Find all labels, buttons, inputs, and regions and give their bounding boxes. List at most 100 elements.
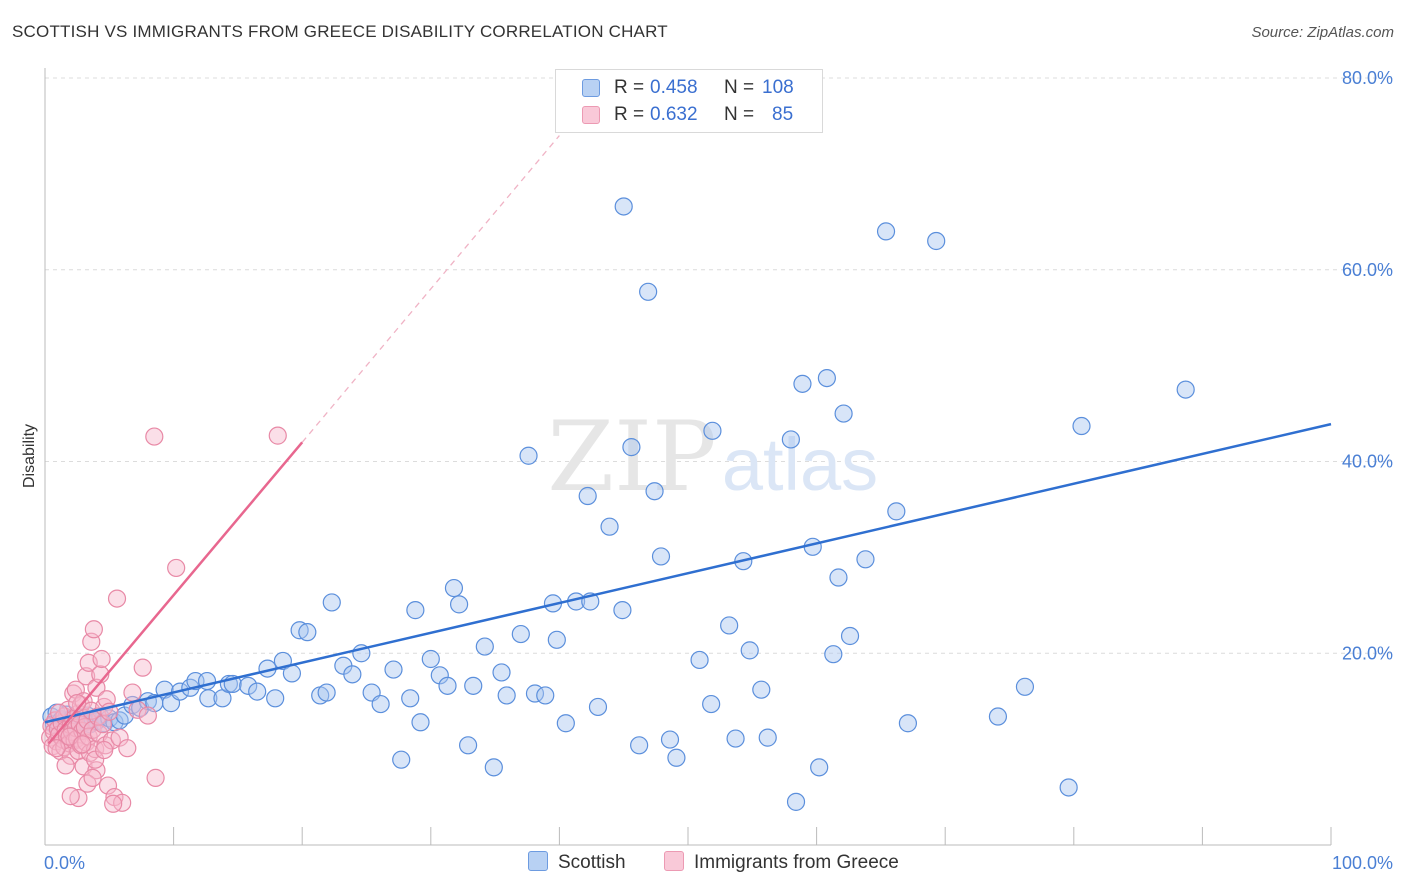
chart-source: Source: ZipAtlas.com: [1251, 24, 1394, 41]
scottish-point: [556, 714, 575, 733]
scottish-point: [726, 729, 745, 748]
scottish-point: [829, 568, 848, 587]
greece-point: [95, 740, 114, 760]
series-name: Scottish: [558, 852, 626, 873]
greece-trend-extension: [301, 135, 560, 443]
greece-point: [133, 658, 152, 677]
tick-labels: 20.0% 40.0% 60.0% 80.0% 0.0% 100.0%: [44, 68, 1393, 873]
scottish-point: [690, 650, 709, 670]
scottish-point: [511, 624, 530, 644]
greece-point: [77, 667, 96, 686]
scottish-point: [1059, 778, 1078, 797]
scottish-point: [298, 623, 317, 642]
watermark-atlas: atlas: [722, 423, 878, 506]
y-tick-label: 80.0%: [1342, 68, 1393, 88]
axes: [44, 68, 1332, 846]
legend-r-label: R =: [614, 104, 645, 125]
scottish-point: [371, 694, 390, 714]
scottish-point: [519, 446, 538, 465]
scottish-point: [547, 630, 566, 649]
scottish-point: [406, 601, 425, 620]
greece-point: [56, 756, 75, 775]
scottish-point: [484, 758, 503, 777]
scottish-point: [651, 547, 671, 566]
greece-trend-line: [47, 441, 304, 745]
scottish-point: [781, 430, 800, 449]
series-legend-scottish: Scottish: [528, 851, 626, 874]
greece-point: [145, 427, 164, 446]
greece-point: [73, 735, 92, 754]
scottish-point: [645, 482, 664, 501]
scottish-point: [392, 750, 411, 769]
scottish-point: [740, 641, 759, 660]
scottish-point: [449, 595, 469, 614]
series-name: Immigrants from Greece: [694, 852, 899, 873]
watermark-zip: ZIP: [547, 401, 716, 513]
scottish-point: [810, 758, 829, 777]
scottish-point: [752, 680, 771, 699]
scottish-point: [793, 374, 812, 393]
scottish-point: [630, 736, 649, 755]
legend-n-label: N =: [724, 104, 755, 125]
scottish-point: [239, 676, 258, 695]
legend-row-scottish: R = 0.458 N = 108: [556, 75, 822, 101]
greece-point: [78, 774, 97, 793]
y-tick-label: 40.0%: [1342, 452, 1393, 472]
x-tick-label: 100.0%: [1332, 853, 1393, 873]
greece-point: [107, 589, 127, 608]
scottish-point: [464, 676, 483, 695]
legend-swatch-blue: [582, 79, 600, 97]
scottish-point: [317, 683, 336, 702]
scottish-point: [876, 222, 896, 241]
scottish-point: [786, 792, 806, 811]
scottish-point: [578, 486, 597, 506]
scottish-point: [667, 748, 686, 767]
greece-point: [98, 776, 118, 795]
scottish-point: [266, 689, 285, 708]
scottish-point: [988, 707, 1008, 726]
scottish-point: [887, 502, 906, 521]
scottish-point: [834, 404, 853, 423]
scottish-point: [614, 197, 633, 216]
scottish-point: [927, 231, 946, 251]
scottish-point: [421, 649, 440, 669]
scottish-point: [343, 665, 362, 684]
scottish-point: [622, 438, 641, 457]
scottish-point: [720, 616, 739, 635]
greece-point: [104, 794, 123, 813]
greece-point: [167, 558, 186, 578]
scottish-point: [322, 593, 341, 612]
scottish-point: [613, 601, 632, 620]
scottish-point: [840, 626, 860, 646]
scottish-point: [898, 714, 918, 733]
greece-point: [138, 706, 157, 725]
legend-swatch-pink: [582, 106, 600, 124]
greece-point: [83, 768, 102, 787]
scottish-point: [248, 682, 267, 701]
scottish-point: [475, 637, 494, 656]
legend-n-label: N =: [724, 77, 755, 98]
trend-lines: [44, 135, 1332, 745]
series-legend-greece: Immigrants from Greece: [664, 851, 899, 874]
scottish-point: [600, 517, 619, 536]
y-axis-label: Disability: [21, 424, 38, 488]
scottish-point: [703, 421, 722, 440]
chart-title: SCOTTISH VS IMMIGRANTS FROM GREECE DISAB…: [12, 22, 668, 41]
legend-n-value: 85: [772, 104, 794, 125]
scottish-point: [492, 663, 511, 682]
series-swatch-blue: [528, 851, 548, 871]
scottish-point: [639, 282, 658, 301]
scottish-point: [438, 676, 457, 695]
scottish-point: [660, 730, 680, 749]
y-tick-label: 60.0%: [1342, 260, 1393, 280]
greece-point: [92, 649, 111, 669]
greece-point: [123, 683, 142, 702]
correlation-legend: R = 0.458 N = 108 R = 0.632 N = 85: [555, 69, 823, 133]
scottish-point: [1072, 416, 1091, 436]
greece-point: [61, 787, 80, 806]
legend-r-value: 0.458: [650, 77, 698, 98]
scottish-point: [824, 645, 843, 664]
scottish-point: [817, 368, 836, 388]
scottish-trend-line: [44, 422, 1332, 724]
